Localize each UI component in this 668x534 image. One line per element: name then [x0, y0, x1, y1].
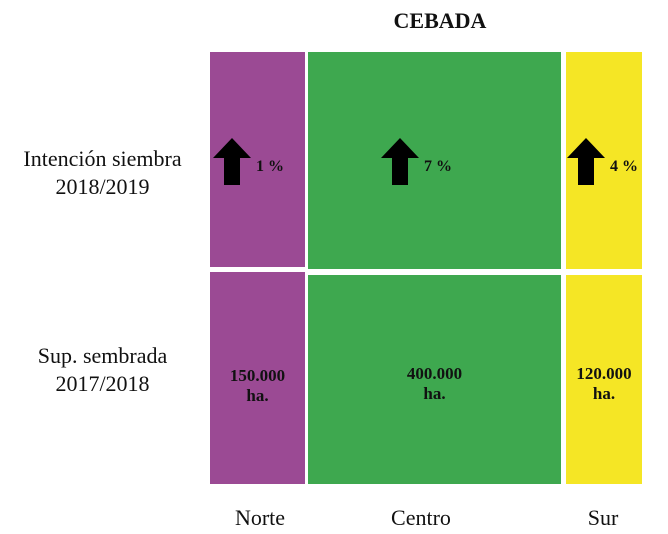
area-norte: 150.000 ha. — [210, 366, 305, 406]
arrow-up-icon — [381, 138, 419, 185]
arrow-up-icon — [213, 138, 251, 185]
change-sur: 4 % — [566, 136, 638, 186]
row-label-line: 2017/2018 — [55, 371, 150, 396]
change-value: 7 % — [424, 158, 452, 175]
col-label-centro: Centro — [391, 505, 451, 530]
area-sur: 120.000 ha. — [566, 364, 642, 404]
area-unit: ha. — [246, 386, 269, 405]
row-label-intencion: Intención siembra 2018/2019 — [0, 145, 205, 201]
change-value: 4 % — [610, 158, 638, 175]
arrow-up-icon — [567, 138, 605, 185]
area-value: 400.000 — [406, 364, 463, 383]
area-unit: ha. — [423, 384, 446, 403]
area-value: 120.000 — [576, 364, 632, 383]
row-label-line: Intención siembra — [23, 146, 182, 171]
change-norte: 1 % — [212, 136, 284, 186]
area-centro: 400.000 ha. — [308, 364, 561, 404]
row-label-superficie: Sup. sembrada 2017/2018 — [0, 342, 205, 398]
cell-norte-superficie — [210, 272, 305, 484]
cell-centro-intencion — [308, 52, 561, 269]
cell-centro-superficie — [308, 275, 561, 484]
change-centro: 7 % — [380, 136, 452, 186]
row-label-line: Sup. sembrada — [37, 343, 168, 368]
change-value: 1 % — [256, 158, 284, 175]
col-label-sur: Sur — [587, 505, 619, 530]
cell-sur-superficie — [566, 275, 642, 484]
area-value: 150.000 — [229, 366, 286, 385]
row-label-line: 2018/2019 — [55, 174, 150, 199]
area-unit: ha. — [592, 384, 616, 403]
col-label-norte: Norte — [234, 505, 286, 530]
chart-title: CEBADA — [393, 8, 487, 33]
